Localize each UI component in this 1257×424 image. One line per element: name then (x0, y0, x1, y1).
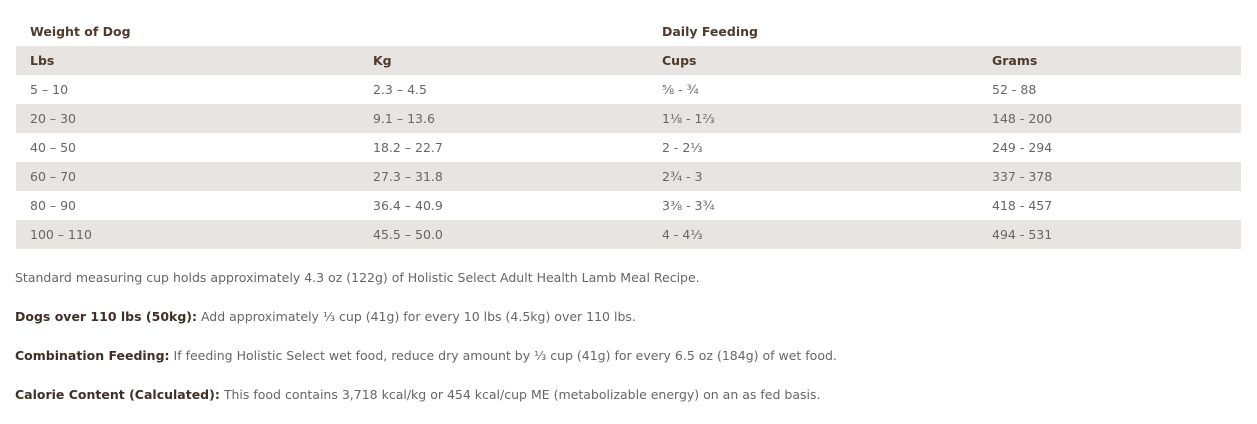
table-row: 60 – 70 27.3 – 31.8 2¾ - 3 337 - 378 (16, 162, 1241, 191)
kg-cell: 27.3 – 31.8 (373, 169, 443, 184)
cups-cell: 2 - 2⅓ (662, 140, 703, 155)
column-header-row: Lbs Kg Cups Grams (16, 46, 1241, 75)
cups-cell: 1⅛ - 1⅔ (662, 111, 715, 126)
cups-cell: 2¾ - 3 (662, 169, 703, 184)
calorie-content-text: This food contains 3,718 kcal/kg or 454 … (219, 387, 821, 402)
table-row: 100 – 110 45.5 – 50.0 4 - 4⅓ 494 - 531 (16, 220, 1241, 249)
weight-of-dog-header: Weight of Dog (30, 24, 131, 39)
grams-cell: 418 - 457 (992, 198, 1053, 213)
combination-feeding-label: Combination Feeding: (15, 348, 170, 363)
combination-feeding-text: If feeding Holistic Select wet food, red… (169, 348, 837, 363)
dogs-over-110-text: Add approximately ⅓ cup (41g) for every … (196, 309, 636, 324)
cups-cell: 3⅜ - 3¾ (662, 198, 715, 213)
lbs-cell: 20 – 30 (30, 111, 77, 126)
dogs-over-110-note: Dogs over 110 lbs (50kg): Add approximat… (15, 307, 1240, 327)
lbs-cell: 60 – 70 (30, 169, 77, 184)
feeding-table: Weight of Dog Daily Feeding Lbs Kg Cups … (16, 17, 1241, 249)
kg-cell: 2.3 – 4.5 (373, 82, 427, 97)
table-row: 40 – 50 18.2 – 22.7 2 - 2⅓ 249 - 294 (16, 133, 1241, 162)
grams-cell: 337 - 378 (992, 169, 1053, 184)
table-row: 5 – 10 2.3 – 4.5 ⅝ - ¾ 52 - 88 (16, 75, 1241, 104)
kg-cell: 36.4 – 40.9 (373, 198, 443, 213)
lbs-cell: 100 – 110 (30, 227, 92, 242)
cups-column-header: Cups (662, 53, 697, 68)
grams-cell: 249 - 294 (992, 140, 1053, 155)
kg-cell: 45.5 – 50.0 (373, 227, 443, 242)
cups-cell: ⅝ - ¾ (662, 82, 699, 97)
grams-column-header: Grams (992, 53, 1038, 68)
kg-cell: 18.2 – 22.7 (373, 140, 443, 155)
standard-cup-text: Standard measuring cup holds approximate… (15, 270, 700, 285)
grams-cell: 494 - 531 (992, 227, 1053, 242)
calorie-content-label: Calorie Content (Calculated): (15, 387, 220, 402)
kg-column-header: Kg (373, 53, 392, 68)
kg-cell: 9.1 – 13.6 (373, 111, 435, 126)
combination-feeding-note: Combination Feeding: If feeding Holistic… (15, 346, 1240, 366)
calorie-content-note: Calorie Content (Calculated): This food … (15, 385, 1240, 405)
lbs-cell: 80 – 90 (30, 198, 77, 213)
dogs-over-110-label: Dogs over 110 lbs (50kg): (15, 309, 197, 324)
lbs-cell: 40 – 50 (30, 140, 77, 155)
table-row: 20 – 30 9.1 – 13.6 1⅛ - 1⅔ 148 - 200 (16, 104, 1241, 133)
grams-cell: 148 - 200 (992, 111, 1053, 126)
grams-cell: 52 - 88 (992, 82, 1037, 97)
feeding-notes: Standard measuring cup holds approximate… (15, 268, 1240, 424)
standard-cup-note: Standard measuring cup holds approximate… (15, 268, 1240, 288)
table-row: 80 – 90 36.4 – 40.9 3⅜ - 3¾ 418 - 457 (16, 191, 1241, 220)
lbs-column-header: Lbs (30, 53, 55, 68)
group-header-row: Weight of Dog Daily Feeding (16, 17, 1241, 46)
daily-feeding-header: Daily Feeding (662, 24, 758, 39)
lbs-cell: 5 – 10 (30, 82, 69, 97)
cups-cell: 4 - 4⅓ (662, 227, 703, 242)
